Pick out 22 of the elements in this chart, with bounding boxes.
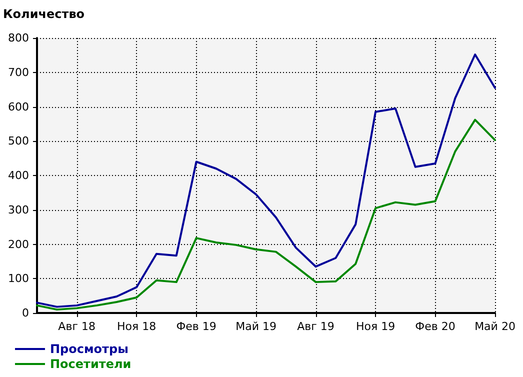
y-tick-label: 200 bbox=[8, 238, 29, 251]
y-tick-label: 400 bbox=[8, 169, 29, 182]
x-tick-label: Фев 19 bbox=[176, 320, 216, 333]
y-tick-label: 500 bbox=[8, 134, 29, 148]
legend-label: Просмотры bbox=[50, 342, 128, 356]
y-tick-label: 600 bbox=[8, 100, 29, 114]
y-tick-label: 300 bbox=[8, 203, 29, 216]
x-tick-label: Май 20 bbox=[474, 320, 516, 333]
y-tick-label: 0 bbox=[22, 306, 29, 320]
x-tick-label: Авг 19 bbox=[297, 320, 334, 333]
x-tick-label: Фев 20 bbox=[415, 320, 456, 333]
y-tick-label: 800 bbox=[8, 32, 29, 44]
legend-label: Посетители bbox=[50, 357, 132, 371]
line-series bbox=[36, 54, 496, 308]
y-axis-title: Количество bbox=[3, 7, 85, 21]
y-tick-label: 700 bbox=[8, 66, 29, 79]
x-tick-label: Ноя 19 bbox=[356, 320, 396, 333]
x-tick-label: Авг 18 bbox=[58, 320, 96, 333]
y-tick-label: 100 bbox=[8, 272, 29, 286]
x-tick-label: Май 19 bbox=[236, 320, 276, 333]
line-series bbox=[36, 118, 496, 311]
x-tick-label: Ноя 18 bbox=[117, 320, 156, 333]
